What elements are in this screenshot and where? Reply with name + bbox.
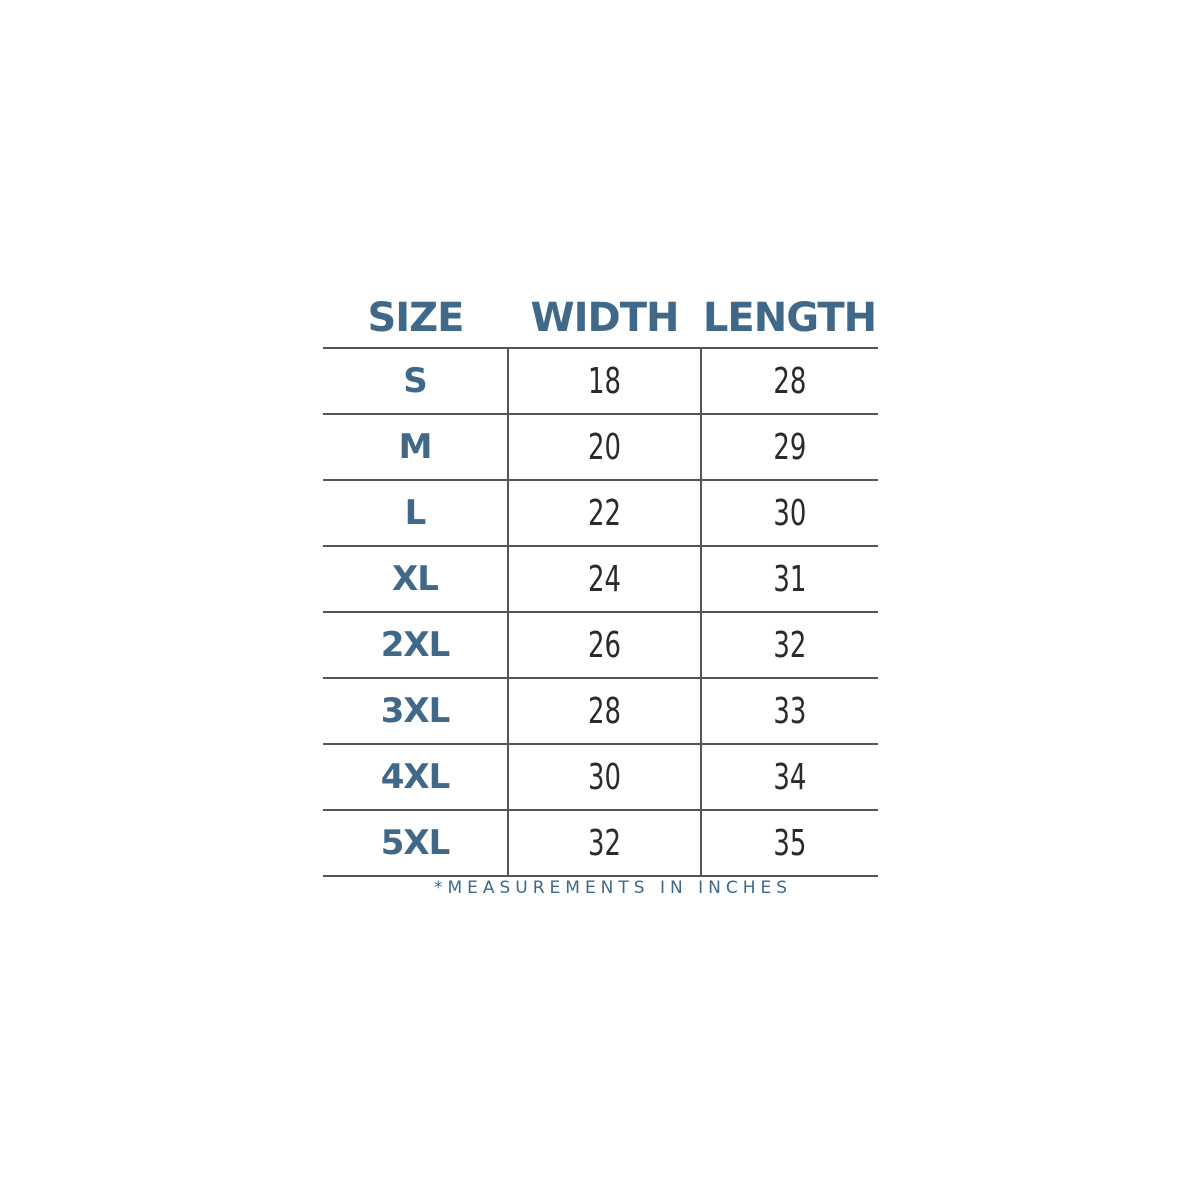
cell-size: XL [323,546,508,613]
cell-width: 18 [526,348,682,415]
cell-length: 34 [717,744,861,811]
cell-size: S [323,348,508,415]
table-row: XL 24 31 [323,546,878,613]
table-row: 4XL 30 34 [323,744,878,811]
table-row: 2XL 26 32 [323,612,878,679]
table-row: 5XL 32 35 [323,810,878,877]
header-row: SIZE WIDTH LENGTH [323,288,878,349]
header-length: LENGTH [701,288,878,349]
cell-width: 20 [526,414,682,481]
table-row: M 20 29 [323,414,878,481]
header-width: WIDTH [508,288,701,349]
cell-size: 5XL [323,810,508,877]
size-chart: SIZE WIDTH LENGTH S 18 28 M 20 29 L 22 30 XL 24 31 2… [323,288,878,877]
cell-width: 26 [526,612,682,679]
cell-size: L [323,480,508,547]
cell-length: 29 [717,414,861,481]
cell-size: 4XL [323,744,508,811]
cell-length: 31 [717,546,861,613]
cell-size: M [323,414,508,481]
cell-length: 33 [717,678,861,745]
table-row: 3XL 28 33 [323,678,878,745]
cell-width: 30 [526,744,682,811]
cell-length: 35 [717,810,861,877]
table-row: L 22 30 [323,480,878,547]
measurement-note: *MEASUREMENTS IN INCHES [433,878,793,898]
cell-length: 28 [717,348,861,415]
cell-width: 22 [526,480,682,547]
cell-size: 3XL [323,678,508,745]
cell-length: 30 [717,480,861,547]
cell-length: 32 [717,612,861,679]
size-table: SIZE WIDTH LENGTH S 18 28 M 20 29 L 22 30 XL 24 31 2… [323,288,878,877]
cell-width: 24 [526,546,682,613]
table-row: S 18 28 [323,348,878,415]
cell-size: 2XL [323,612,508,679]
header-size: SIZE [323,288,508,349]
cell-width: 28 [526,678,682,745]
cell-width: 32 [526,810,682,877]
